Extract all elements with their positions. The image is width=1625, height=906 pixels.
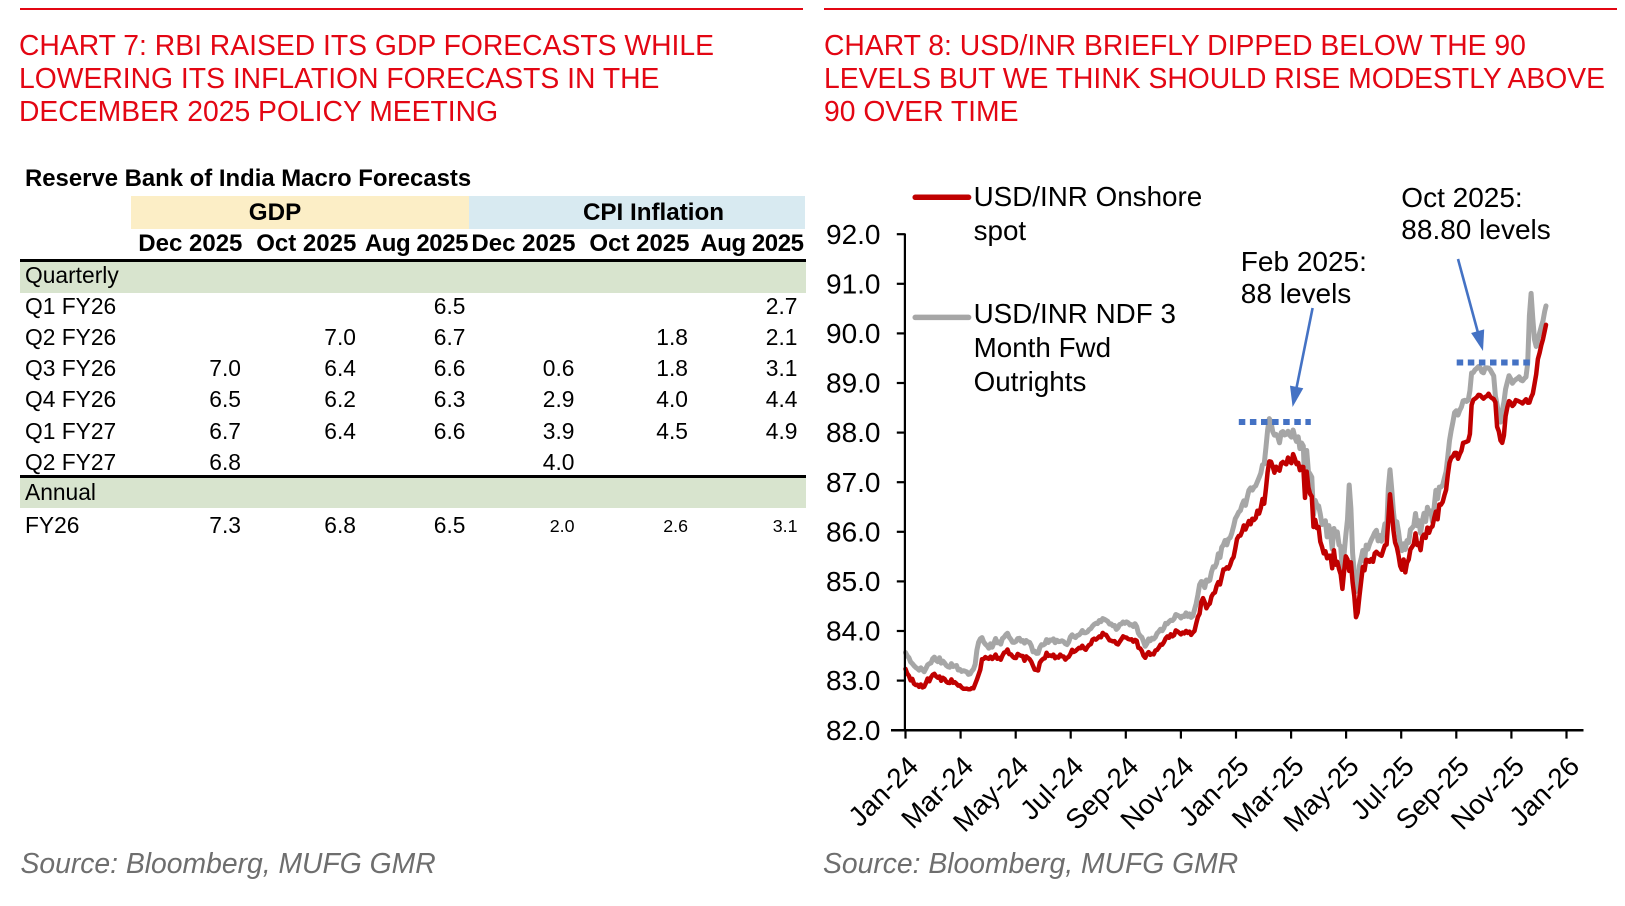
svg-text:90.0: 90.0 (826, 318, 881, 349)
svg-text:84.0: 84.0 (826, 616, 881, 647)
svg-text:82.0: 82.0 (826, 715, 881, 746)
svg-text:85.0: 85.0 (826, 566, 881, 597)
svg-text:87.0: 87.0 (826, 467, 881, 498)
svg-text:89.0: 89.0 (826, 368, 881, 399)
svg-text:91.0: 91.0 (826, 268, 881, 299)
svg-text:88.0: 88.0 (826, 417, 881, 448)
svg-text:92.0: 92.0 (826, 219, 881, 250)
svg-text:83.0: 83.0 (826, 665, 881, 696)
svg-text:86.0: 86.0 (826, 516, 881, 547)
